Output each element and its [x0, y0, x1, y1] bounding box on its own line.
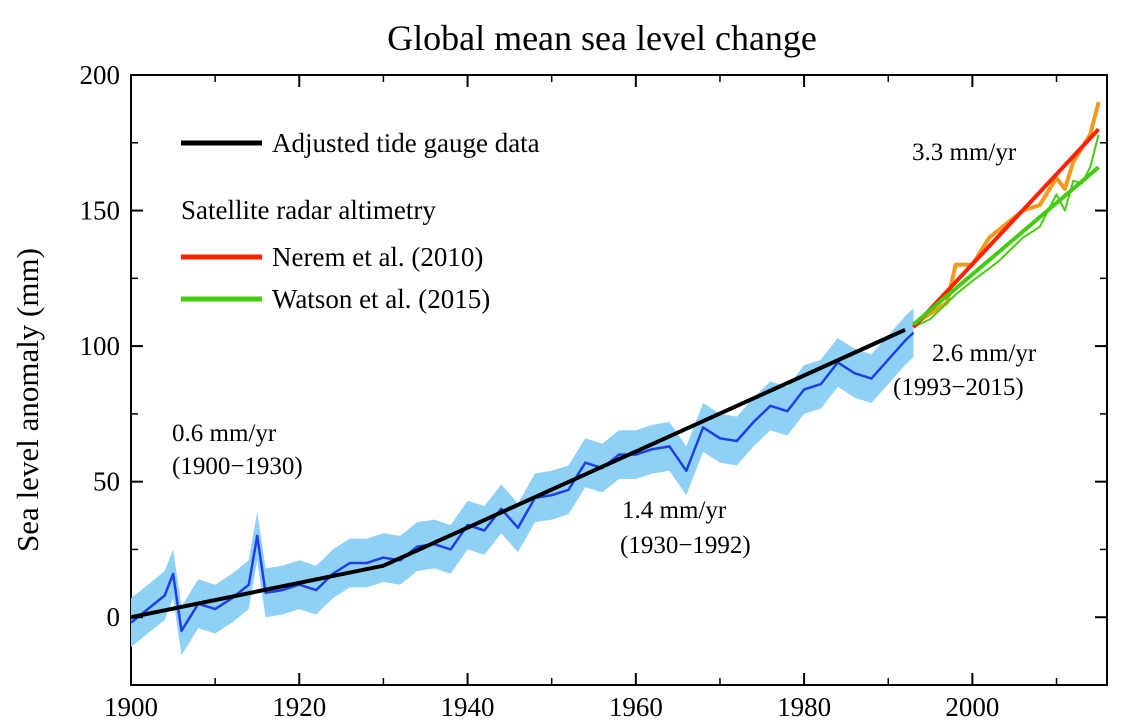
series-line-adjusted-tide-gauge: [130, 327, 906, 620]
legend-label-nerem: Nerem et al. (2010): [272, 242, 483, 272]
plot-layer: [130, 101, 1101, 656]
series-line-watson-trend: [912, 165, 1100, 326]
y-axis-label: Sea level anomaly (mm): [10, 248, 45, 552]
x-tick-label: 1980: [777, 692, 831, 722]
annotation-period-early: (1900−1930): [172, 453, 303, 480]
uncertainty-band: [131, 308, 914, 656]
y-tick-label: 50: [93, 467, 120, 497]
legend: Adjusted tide gauge data Satellite radar…: [181, 128, 540, 314]
y-tick-label: 0: [107, 602, 121, 632]
x-tick-label: 1940: [441, 692, 495, 722]
series-line-nerem-trend: [912, 127, 1101, 329]
annotation-rate-mid: 1.4 mm/yr: [622, 497, 727, 524]
x-tick-label: 2000: [945, 692, 999, 722]
chart-title: Global mean sea level change: [387, 18, 817, 58]
legend-label-watson: Watson et al. (2015): [272, 284, 490, 314]
annotations: 0.6 mm/yr (1900−1930) 1.4 mm/yr (1930−19…: [172, 139, 1037, 559]
annotation-rate-early: 0.6 mm/yr: [172, 420, 277, 447]
x-tick-label: 1920: [272, 692, 326, 722]
y-tick-label: 200: [80, 60, 121, 90]
series-line-satellite-raw: [912, 101, 1101, 327]
legend-label-tide: Adjusted tide gauge data: [272, 128, 540, 158]
y-tick-label: 100: [80, 331, 121, 361]
axes-layer: 1900 1920 1940 1960 1980 2000 0 50 100 150 200: [80, 60, 1107, 722]
x-tick-label: 1900: [104, 692, 158, 722]
series-line-tide-gauge-monthly: [130, 331, 915, 633]
legend-heading-satellite: Satellite radar altimetry: [181, 195, 436, 225]
x-tick-label: 1960: [609, 692, 663, 722]
annotation-period-mid: (1930−1992): [620, 532, 751, 559]
annotation-rate-watson: 2.6 mm/yr: [932, 340, 1037, 367]
annotation-period-satellite: (1993−2015): [893, 374, 1024, 401]
plot-frame: [130, 74, 1108, 686]
y-tick-label: 150: [80, 196, 121, 226]
annotation-rate-nerem: 3.3 mm/yr: [912, 139, 1017, 166]
